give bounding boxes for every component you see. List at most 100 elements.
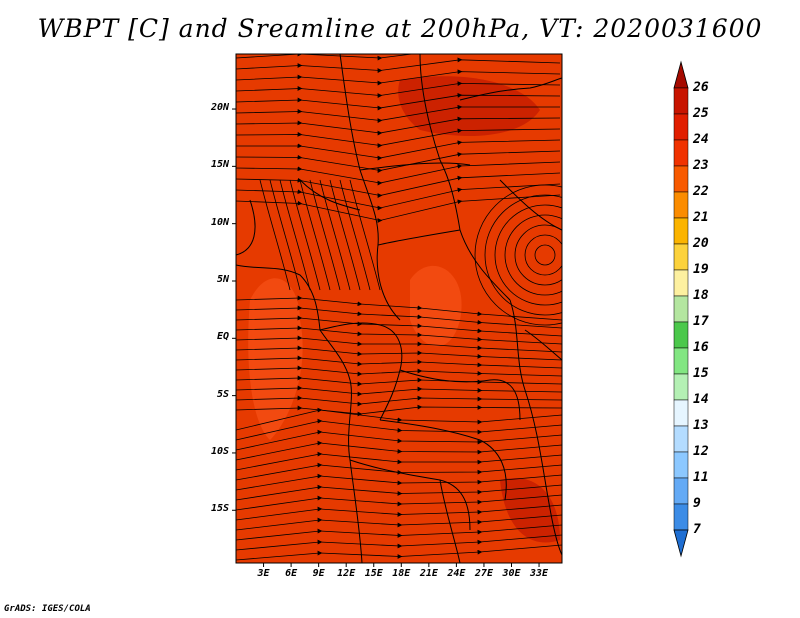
streamline-vortex: [504, 214, 562, 296]
map-field: [236, 54, 562, 563]
streamline: [236, 544, 562, 561]
colorbar-label: 16: [693, 340, 709, 355]
map-title: WBPT [C] and Sreamline at 200hPa, VT: 20…: [37, 14, 763, 43]
longitude-label: 30E: [502, 568, 521, 579]
latitude-label: 15S: [210, 503, 229, 515]
colorbar-label: 13: [693, 418, 709, 433]
streamline: [236, 504, 562, 521]
streamline: [279, 179, 311, 291]
streamline: [349, 179, 381, 291]
streamline-vortex: [494, 204, 562, 306]
streamline-vortex: [484, 194, 562, 316]
colorbar-swatch: [673, 217, 689, 245]
streamline: [236, 385, 562, 397]
streamline: [236, 375, 562, 387]
streamline: [289, 179, 321, 291]
longitude-label: 21E: [419, 568, 438, 579]
colorbar-label: 14: [693, 392, 709, 407]
streamline: [299, 179, 331, 291]
streamline: [236, 335, 562, 353]
colorbar-label: 15: [693, 366, 709, 381]
colorbar-swatch: [673, 373, 689, 401]
colorbar-label: 21: [693, 210, 709, 225]
streamline: [269, 179, 301, 291]
latitude-label: 20N: [210, 102, 229, 114]
streamline-vortex: [524, 234, 562, 276]
longitude-label: 33E: [530, 568, 549, 579]
longitude-label: 3E: [257, 568, 270, 579]
colorbar-swatch: [673, 321, 689, 349]
colorbar-label: 26: [693, 80, 709, 95]
latitude-label: 10N: [210, 216, 229, 228]
streamline: [339, 179, 371, 291]
colorbar-label: 22: [693, 184, 709, 199]
colorbar-swatch: [673, 191, 689, 219]
latitude-label: 15N: [210, 159, 229, 171]
streamline: [236, 484, 562, 501]
streamline: [236, 534, 562, 551]
colorbar-label: 23: [693, 158, 709, 173]
colorbar-bottom-arrow: [673, 529, 689, 558]
colorbar-label: 9: [693, 496, 701, 511]
grads-credit: GrADS: IGES/COLA: [4, 604, 91, 614]
colorbar-swatch: [673, 243, 689, 271]
streamline: [236, 395, 562, 407]
colorbar-swatch: [673, 399, 689, 427]
colorbar-swatch: [673, 139, 689, 167]
colorbar-label: 7: [693, 522, 701, 537]
streamline: [236, 325, 562, 345]
colorbar-swatch: [673, 451, 689, 479]
streamline: [236, 524, 562, 541]
colorbar-swatch: [673, 425, 689, 453]
latitude-label: EQ: [216, 331, 229, 343]
colorbar-label: 17: [693, 314, 709, 329]
streamline: [309, 179, 341, 291]
longitude-label: 27E: [474, 568, 493, 579]
longitude-label: 12E: [337, 568, 356, 579]
longitude-label: 9E: [312, 568, 325, 579]
colorbar-swatch: [673, 87, 689, 115]
streamline: [236, 473, 562, 491]
colorbar-label: 24: [693, 132, 709, 147]
streamline: [259, 179, 291, 291]
streamline: [329, 179, 361, 291]
latitude-label: 10S: [210, 445, 229, 457]
colorbar-swatch: [673, 477, 689, 505]
colorbar-swatch: [673, 347, 689, 375]
latitude-label: 5S: [216, 388, 229, 400]
longitude-label: 18E: [392, 568, 411, 579]
streamline: [236, 440, 562, 461]
colorbar-top-arrow: [673, 60, 689, 89]
streamline: [236, 345, 562, 361]
colorbar-swatch: [673, 165, 689, 193]
colorbar-label: 25: [693, 106, 709, 121]
colorbar-label: 19: [693, 262, 709, 277]
map-frame: [235, 53, 563, 564]
streamline: [236, 315, 562, 337]
colorbar-swatch: [673, 503, 689, 531]
colorbar-label: 18: [693, 288, 709, 303]
country-borders: [236, 54, 562, 563]
streamline: [236, 194, 561, 223]
streamline-vortex: [474, 184, 562, 326]
longitude-label: 24E: [447, 568, 466, 579]
streamline: [236, 494, 562, 511]
colorbar: [673, 60, 689, 558]
streamline: [236, 305, 562, 329]
longitude-label: 15E: [364, 568, 383, 579]
latitude-label: 5N: [216, 273, 229, 285]
colorbar-swatch: [673, 113, 689, 141]
streamline: [236, 355, 562, 369]
streamline: [236, 365, 562, 377]
longitude-label: 6E: [285, 568, 298, 579]
colorbar-swatch: [673, 269, 689, 297]
colorbar-label: 12: [693, 444, 709, 459]
streamline-vortex: [534, 244, 556, 266]
colorbar-label: 20: [693, 236, 709, 251]
colorbar-swatch: [673, 295, 689, 323]
colorbar-label: 11: [693, 470, 709, 485]
streamline: [319, 179, 351, 291]
streamline: [236, 514, 562, 531]
streamline: [236, 451, 562, 471]
